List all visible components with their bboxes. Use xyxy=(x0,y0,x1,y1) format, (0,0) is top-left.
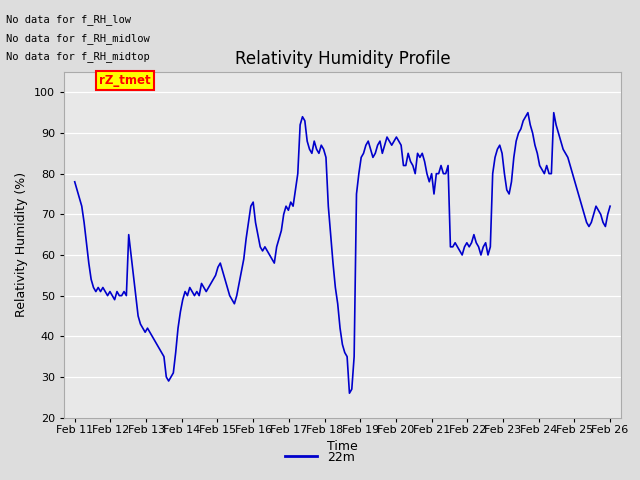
Legend: 22m: 22m xyxy=(280,446,360,469)
Title: Relativity Humidity Profile: Relativity Humidity Profile xyxy=(235,49,450,68)
Text: No data for f_RH_low: No data for f_RH_low xyxy=(6,14,131,25)
Y-axis label: Relativity Humidity (%): Relativity Humidity (%) xyxy=(15,172,28,317)
X-axis label: Time: Time xyxy=(327,440,358,453)
Text: No data for f_RH_midlow: No data for f_RH_midlow xyxy=(6,33,150,44)
Text: No data for f_RH_midtop: No data for f_RH_midtop xyxy=(6,51,150,62)
Text: rZ_tmet: rZ_tmet xyxy=(99,74,151,87)
